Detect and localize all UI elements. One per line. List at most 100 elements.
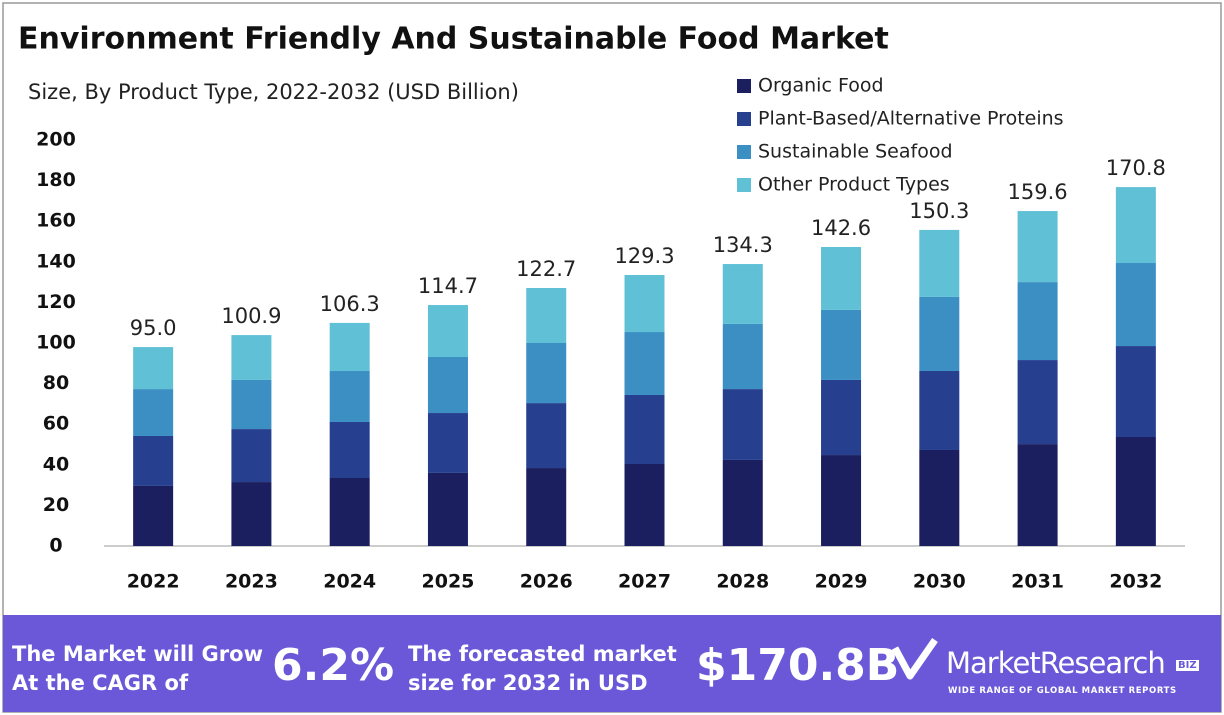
bar-segment xyxy=(722,264,763,324)
total-label: 100.9 xyxy=(221,304,281,328)
bar-segment xyxy=(133,389,174,436)
x-tick-label: 2030 xyxy=(913,571,966,593)
bar-segment xyxy=(231,482,272,546)
y-tick-label: 120 xyxy=(36,291,76,313)
bar-segment xyxy=(231,379,272,430)
bar-segment xyxy=(133,485,174,546)
bar-segment xyxy=(526,287,567,343)
brand-tag: BIZ xyxy=(1176,660,1199,671)
bar-segment xyxy=(722,389,763,460)
legend-label: Other Product Types xyxy=(758,174,950,196)
forecast-line: size for 2032 in USD xyxy=(408,671,648,695)
bar-segment xyxy=(624,274,665,333)
x-tick-label: 2026 xyxy=(520,571,573,593)
bar-segment xyxy=(231,335,272,380)
y-tick-label: 180 xyxy=(36,169,76,191)
total-label: 122.7 xyxy=(516,257,576,281)
brand-logo xyxy=(891,638,938,680)
x-tick-label: 2027 xyxy=(618,571,671,593)
bar-segment xyxy=(427,413,468,473)
x-tick-label: 2032 xyxy=(1109,571,1162,593)
forecast-value: $170.8B xyxy=(696,640,900,691)
total-label: 129.3 xyxy=(614,244,674,268)
legend-label: Sustainable Seafood xyxy=(758,141,953,163)
bar-segment xyxy=(919,449,960,546)
total-label: 150.3 xyxy=(909,199,969,223)
y-tick-label: 80 xyxy=(43,372,69,394)
bar-segment xyxy=(1017,211,1058,283)
bar-segment xyxy=(919,296,960,372)
chart-subtitle: Size, By Product Type, 2022-2032 (USD Bi… xyxy=(28,80,519,104)
bar-segment xyxy=(1115,436,1156,546)
x-tick-label: 2023 xyxy=(225,571,278,593)
y-tick-label: 40 xyxy=(43,453,69,475)
bar-segment xyxy=(526,343,567,404)
bar-segment xyxy=(821,379,862,456)
brand-sub: WIDE RANGE OF GLOBAL MARKET REPORTS xyxy=(948,686,1177,696)
y-tick-label: 0 xyxy=(49,535,62,557)
bar-segment xyxy=(1017,282,1058,361)
bar-segment xyxy=(329,371,370,422)
y-tick-label: 60 xyxy=(43,413,69,435)
brand: MarketResearch xyxy=(946,646,1166,680)
x-tick-label: 2024 xyxy=(323,571,376,593)
cagr-text: The Market will Grow At the CAGR of xyxy=(12,640,263,698)
total-label: 134.3 xyxy=(713,233,773,257)
legend-label: Organic Food xyxy=(758,75,884,97)
legend-swatch xyxy=(737,145,751,159)
bar-segment xyxy=(1115,187,1156,264)
cagr-line: The Market will Grow xyxy=(12,642,263,666)
legend-swatch xyxy=(737,112,751,126)
total-label: 142.6 xyxy=(811,216,871,240)
bar-segment xyxy=(427,472,468,546)
cagr-value: 6.2% xyxy=(272,640,395,691)
bar-segment xyxy=(821,309,862,380)
bar-segment xyxy=(1115,346,1156,437)
x-tick-label: 2022 xyxy=(127,571,180,593)
bar-segment xyxy=(329,322,370,372)
bar-segment xyxy=(919,229,960,297)
bar-segment xyxy=(821,246,862,310)
y-tick-label: 200 xyxy=(36,129,76,151)
y-tick-label: 100 xyxy=(36,332,76,354)
bar-segment xyxy=(722,323,763,390)
total-label: 106.3 xyxy=(320,292,380,316)
bar-segment xyxy=(133,435,174,486)
total-label: 95.0 xyxy=(130,316,177,340)
legend-swatch xyxy=(737,178,751,192)
chart-title: Environment Friendly And Sustainable Foo… xyxy=(18,22,889,57)
total-label: 114.7 xyxy=(418,274,478,298)
total-label: 159.6 xyxy=(1008,180,1068,204)
bar-segment xyxy=(526,403,567,469)
bar-segment xyxy=(526,468,567,546)
bar-segment xyxy=(722,459,763,546)
bar-segment xyxy=(133,347,174,390)
y-tick-label: 160 xyxy=(36,210,76,232)
cagr-line: At the CAGR of xyxy=(12,671,189,695)
bar-segment xyxy=(624,394,665,464)
y-tick-label: 140 xyxy=(36,250,76,272)
bar-segment xyxy=(1017,444,1058,546)
total-label: 170.8 xyxy=(1106,156,1166,180)
bar-segment xyxy=(1017,360,1058,445)
bar-segment xyxy=(427,357,468,414)
bar-segment xyxy=(624,332,665,395)
bar-segment xyxy=(1115,263,1156,347)
bar-segment xyxy=(624,463,665,546)
legend-label: Plant-Based/Alternative Proteins xyxy=(758,108,1064,130)
forecast-line: The forecasted market xyxy=(408,642,677,666)
bar-segment xyxy=(329,477,370,546)
y-tick-label: 20 xyxy=(43,494,69,516)
bar-segment xyxy=(329,421,370,478)
legend-swatch xyxy=(737,79,751,93)
x-tick-label: 2025 xyxy=(422,571,475,593)
x-tick-label: 2029 xyxy=(815,571,868,593)
bar-segment xyxy=(919,371,960,450)
bar-segment xyxy=(231,429,272,483)
footer-banner xyxy=(3,615,1221,712)
forecast-text: The forecasted market size for 2032 in U… xyxy=(408,640,677,698)
bar-segment xyxy=(427,305,468,358)
x-tick-label: 2031 xyxy=(1011,571,1064,593)
